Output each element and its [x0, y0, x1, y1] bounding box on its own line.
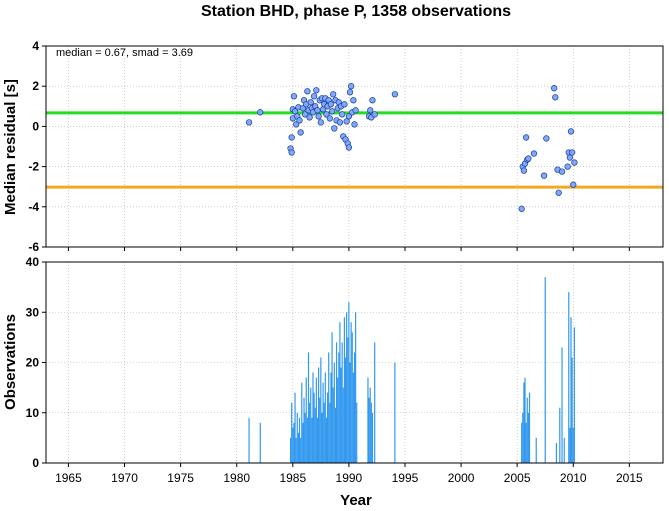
- residual-plot-frame: [45, 45, 664, 248]
- residual-y-tick-label: 0: [32, 119, 39, 133]
- residual-point: [291, 108, 299, 115]
- observations-panel: 0 10 20 30 40 1965 1970 1975 1980 1985 1990 1995 20…: [2, 255, 664, 509]
- observations-x-tick-label: 1995: [392, 471, 419, 485]
- residual-point: [570, 181, 577, 188]
- residual-point: [317, 119, 324, 126]
- observations-y-tick-label: 0: [32, 456, 39, 470]
- residual-point: [530, 150, 538, 157]
- residual-point: [351, 121, 358, 128]
- residual-point: [339, 111, 346, 118]
- residual-point: [288, 149, 295, 156]
- residual-point: [307, 99, 314, 106]
- residual-point: [367, 107, 374, 114]
- residual-points: [245, 83, 578, 212]
- chart-title: Station BHD, phase P, 1358 observations: [201, 3, 511, 20]
- observations-x-tick-label: 1990: [336, 471, 363, 485]
- residual-y-tick-label: 2: [32, 79, 39, 93]
- residual-grid: [46, 45, 663, 248]
- residual-panel: -6 -4 -2 0 2 4 median = 0.67, smad = 3.69 Med…: [2, 39, 664, 254]
- observations-x-tick-label: 2005: [504, 471, 531, 485]
- residual-point: [571, 159, 578, 166]
- residual-y-axis-label: Median residual [s]: [2, 79, 19, 215]
- residual-point: [288, 134, 295, 141]
- residual-x-ticks: [67, 247, 630, 251]
- residual-point: [331, 125, 338, 132]
- residual-point: [552, 94, 559, 101]
- residual-point: [306, 114, 313, 121]
- residual-point: [350, 97, 357, 104]
- observations-x-tick-label: 1980: [223, 471, 250, 485]
- residual-point: [314, 107, 321, 114]
- residual-point: [323, 111, 330, 118]
- residual-point: [522, 134, 530, 141]
- observations-y-ticks: 0 10 20 30 40: [26, 255, 46, 470]
- residual-point: [341, 101, 348, 108]
- residual-point: [391, 91, 399, 98]
- observations-y-tick-label: 30: [26, 305, 40, 319]
- residual-point: [543, 135, 550, 142]
- residual-point: [518, 205, 525, 212]
- observations-x-tick-label: 1970: [111, 471, 138, 485]
- observations-x-tick-label: 1975: [167, 471, 194, 485]
- residual-annotation: median = 0.67, smad = 3.69: [56, 47, 193, 59]
- observations-x-tick-label: 2010: [560, 471, 587, 485]
- residual-point: [540, 172, 548, 179]
- residual-point: [525, 155, 532, 162]
- residual-point: [551, 85, 558, 92]
- residual-point: [564, 163, 571, 170]
- residual-point: [371, 111, 378, 118]
- observations-x-tick-label: 1965: [55, 471, 82, 485]
- observations-x-tick-label: 1985: [279, 471, 306, 485]
- residual-point: [315, 113, 322, 120]
- residual-point: [567, 128, 575, 135]
- residual-point: [257, 109, 264, 116]
- residual-point: [347, 83, 355, 90]
- observations-y-tick-label: 20: [26, 356, 40, 370]
- residual-point: [369, 97, 376, 104]
- residual-point: [293, 121, 300, 128]
- residual-point: [245, 119, 253, 126]
- observations-y-axis-label: Observations: [2, 314, 19, 410]
- residual-y-ticks: -6 -4 -2 0 2 4: [28, 39, 46, 254]
- observations-x-ticks: 1965 1970 1975 1980 1985 1990 1995 2000 2005 2010…: [55, 463, 643, 485]
- residual-point: [558, 168, 566, 175]
- residual-point: [345, 113, 353, 120]
- residual-point: [568, 149, 576, 156]
- residual-point: [520, 167, 528, 174]
- residual-point: [326, 115, 333, 122]
- residual-point: [310, 93, 318, 100]
- residual-point: [346, 89, 354, 96]
- residual-point: [297, 129, 304, 136]
- observations-bars: [248, 277, 575, 463]
- residual-point: [313, 87, 320, 94]
- residual-point: [352, 107, 359, 114]
- residual-point: [555, 189, 562, 196]
- residual-point: [566, 154, 574, 161]
- residual-point: [330, 91, 337, 98]
- residual-y-tick-label: -6: [28, 240, 39, 254]
- residual-y-tick-label: 4: [32, 39, 39, 53]
- residual-point: [343, 118, 350, 125]
- residual-point: [304, 88, 311, 95]
- observations-x-tick-label: 2015: [616, 471, 643, 485]
- residual-point: [345, 144, 353, 151]
- observations-y-tick-label: 10: [26, 406, 40, 420]
- residual-point: [299, 105, 307, 112]
- observations-y-tick-label: 40: [26, 255, 40, 269]
- x-axis-label: Year: [340, 492, 372, 509]
- residual-point: [296, 117, 303, 124]
- residual-point: [301, 111, 309, 118]
- residual-point: [336, 119, 344, 126]
- residual-point: [328, 108, 336, 115]
- residual-y-tick-label: -2: [28, 160, 39, 174]
- residual-point: [290, 93, 298, 100]
- residual-y-tick-label: -4: [28, 200, 39, 214]
- residual-point: [327, 101, 335, 108]
- observations-x-tick-label: 2000: [448, 471, 475, 485]
